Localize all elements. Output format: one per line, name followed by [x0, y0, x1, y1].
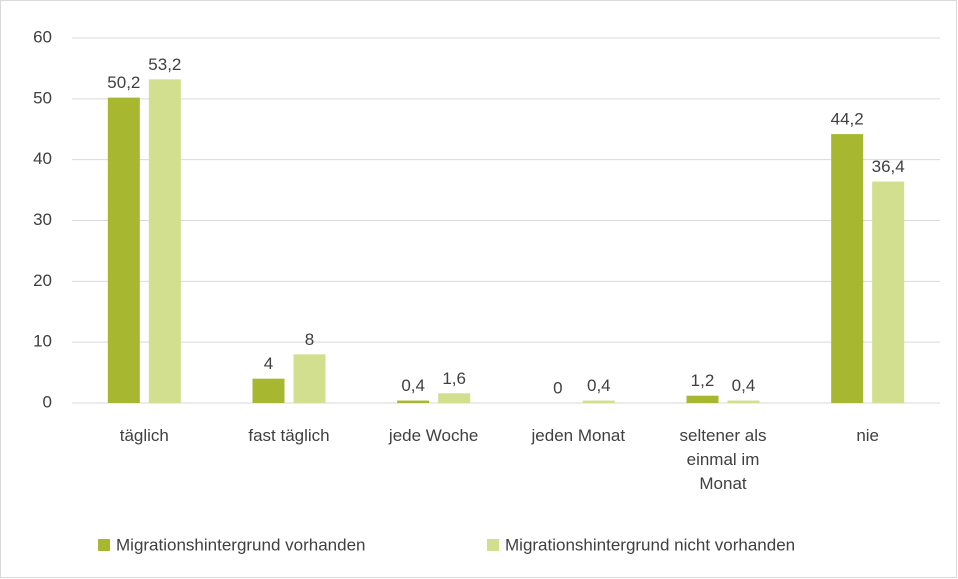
data-label: 8 [305, 330, 314, 349]
data-label: 0 [553, 378, 562, 397]
bar [582, 400, 615, 403]
data-label: 0,4 [587, 376, 611, 395]
bar [727, 400, 760, 403]
legend-label: Migrationshintergrund nicht vorhanden [505, 535, 795, 554]
y-tick-label: 30 [33, 210, 52, 229]
bar [397, 400, 430, 403]
legend-swatch [487, 539, 499, 551]
bar [252, 378, 285, 403]
y-tick-label: 40 [33, 149, 52, 168]
legend-label: Migrationshintergrund vorhanden [116, 535, 366, 554]
bar [438, 393, 471, 403]
bar [872, 181, 905, 403]
y-tick-label: 60 [33, 27, 52, 46]
bar [831, 134, 864, 403]
data-label: 50,2 [107, 73, 140, 92]
data-label: 53,2 [148, 55, 181, 74]
y-tick-label: 10 [33, 332, 52, 351]
bar [293, 354, 326, 403]
data-label: 1,6 [442, 369, 466, 388]
data-label: 4 [264, 354, 273, 373]
x-tick-label: jede Woche [388, 426, 479, 445]
data-label: 0,4 [732, 376, 756, 395]
bar [107, 97, 140, 403]
data-label: 44,2 [831, 110, 864, 129]
y-tick-label: 50 [33, 88, 52, 107]
x-tick-label: jeden Monat [531, 426, 626, 445]
data-label: 0,4 [401, 376, 425, 395]
x-tick-label: seltener als einmal im Monat [679, 426, 767, 493]
y-tick-label: 0 [43, 392, 52, 411]
data-label: 36,4 [872, 157, 905, 176]
bar [686, 395, 719, 403]
x-tick-label: täglich [119, 426, 169, 445]
bar [148, 79, 181, 403]
y-tick-label: 20 [33, 271, 52, 290]
x-tick-label: fast täglich [248, 426, 330, 445]
legend-swatch [98, 539, 110, 551]
x-tick-label: nie [856, 426, 879, 445]
data-label: 1,2 [691, 371, 715, 390]
